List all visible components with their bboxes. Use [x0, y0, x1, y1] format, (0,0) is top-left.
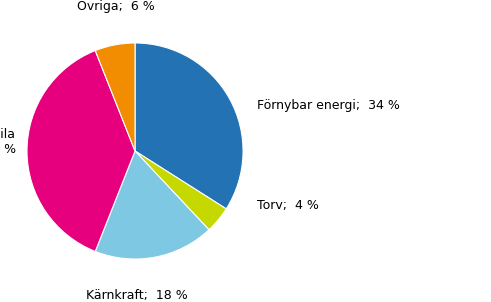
Wedge shape: [27, 50, 135, 252]
Wedge shape: [135, 151, 226, 230]
Wedge shape: [95, 43, 135, 151]
Text: Förnybar energi;  34 %: Förnybar energi; 34 %: [257, 99, 400, 112]
Text: Övriga;  6 %: Övriga; 6 %: [77, 0, 155, 13]
Text: Torv;  4 %: Torv; 4 %: [257, 198, 319, 211]
Text: Kärnkraft;  18 %: Kärnkraft; 18 %: [86, 289, 188, 302]
Text: Fossila
bränslena;  38 %: Fossila bränslena; 38 %: [0, 128, 16, 156]
Wedge shape: [135, 43, 243, 209]
Wedge shape: [95, 151, 209, 259]
